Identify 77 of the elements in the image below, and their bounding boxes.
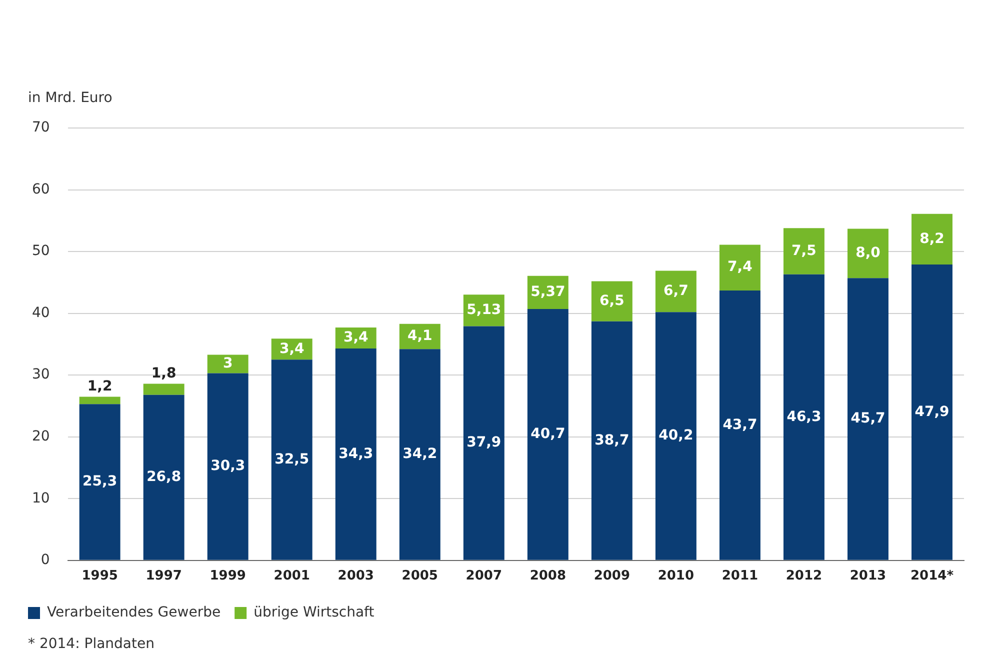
x-tick-label: 2011: [722, 568, 758, 584]
bar: [271, 360, 312, 560]
x-tick-label: 1995: [82, 568, 118, 584]
x-tick-label: 2013: [850, 568, 886, 584]
bar: [207, 354, 248, 374]
bar: [335, 348, 376, 560]
y-tick-label: 0: [40, 552, 50, 568]
x-tick-label: 1999: [210, 568, 246, 584]
bar: [719, 244, 760, 290]
bar: [591, 281, 632, 322]
data-label: 38,7: [594, 432, 630, 448]
x-tick-label: 2012: [786, 568, 822, 584]
y-tick-label: 10: [32, 490, 50, 506]
x-tick-label: 2008: [530, 568, 566, 584]
bar: [847, 228, 888, 278]
data-label: 5,13: [466, 302, 502, 318]
x-tick-label: 2007: [466, 568, 502, 584]
bar: [527, 308, 568, 560]
legend-label: Verarbeitendes Gewerbe: [47, 604, 221, 621]
data-label: 47,9: [914, 404, 950, 420]
data-label: 3,4: [279, 340, 305, 357]
bar: [79, 396, 120, 404]
data-label: 32,5: [274, 451, 310, 468]
y-tick-label: 70: [32, 120, 50, 136]
data-label: 1,8: [151, 365, 176, 382]
bar: [912, 264, 952, 560]
bar: [399, 349, 440, 560]
bar: [207, 373, 248, 560]
data-label: 34,3: [338, 446, 374, 462]
y-tick-label: 30: [32, 366, 50, 383]
y-tick-label: 60: [32, 181, 50, 198]
bar: [143, 384, 184, 395]
bar: [655, 270, 696, 312]
y-axis-title: in Mrd. Euro: [28, 90, 112, 106]
data-label: 40,2: [658, 428, 694, 444]
data-label: 5,37: [530, 284, 566, 300]
data-label: 8,2: [920, 230, 944, 247]
data-label: 45,7: [850, 410, 886, 427]
x-tick-label: 2005: [402, 568, 438, 584]
bar: [591, 321, 632, 560]
y-tick-label: 20: [32, 428, 50, 444]
data-label: 7,5: [792, 242, 816, 259]
data-label: 26,8: [146, 469, 182, 486]
data-label: 4,1: [407, 328, 432, 344]
x-tick-label: 2009: [594, 568, 630, 584]
y-tick-label: 40: [32, 304, 50, 321]
x-tick-label: 2001: [274, 568, 310, 584]
x-tick-label: 2003: [338, 568, 374, 584]
y-tick-label: 50: [32, 243, 50, 260]
bar: [783, 228, 824, 274]
data-label: 30,3: [210, 458, 246, 474]
data-label: 34,2: [402, 446, 438, 462]
bar: [719, 290, 760, 560]
bar: [655, 312, 696, 560]
data-label: 25,3: [82, 474, 118, 490]
data-label: 7,4: [728, 259, 753, 276]
legend-label: übrige Wirtschaft: [254, 604, 375, 621]
data-label: 6,5: [600, 292, 624, 309]
bar: [143, 394, 184, 560]
bar: [847, 278, 888, 560]
bar: [912, 214, 952, 265]
bar: [79, 404, 120, 560]
data-label: 3: [222, 356, 233, 372]
data-label: 40,7: [530, 426, 566, 442]
data-label: 6,7: [664, 283, 688, 300]
data-label: 43,7: [722, 416, 758, 433]
data-label: 3,4: [343, 330, 369, 346]
x-tick-label: 1997: [146, 568, 182, 584]
bar: [463, 326, 504, 560]
bar: [783, 274, 824, 560]
x-tick-label: 2014*: [910, 568, 954, 584]
data-label: 1,2: [87, 378, 112, 394]
data-label: 37,9: [466, 434, 502, 451]
text: * 2014: Plandaten: [28, 636, 154, 652]
data-label: 8,0: [856, 245, 881, 262]
data-label: 46,3: [786, 408, 822, 425]
x-tick-label: 2010: [658, 568, 694, 584]
